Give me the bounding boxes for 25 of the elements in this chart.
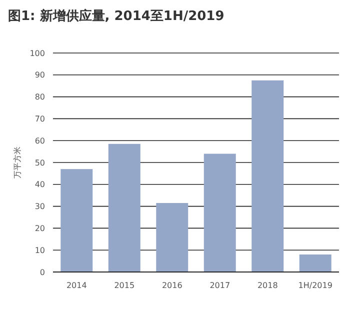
x-tick-label: 2015 <box>114 281 135 290</box>
y-tick-label: 10 <box>34 246 45 255</box>
y-tick-label: 0 <box>40 268 45 277</box>
bar <box>299 254 332 272</box>
y-tick-label: 100 <box>30 48 45 58</box>
bar <box>60 169 93 272</box>
y-tick-label: 60 <box>34 136 45 146</box>
x-tick-label: 2014 <box>66 281 87 290</box>
bar <box>156 203 188 272</box>
y-tick-label: 20 <box>34 224 45 233</box>
y-axis-title: 万平方米 <box>13 146 22 178</box>
y-tick-label: 90 <box>34 70 45 80</box>
x-tick-label: 1H/2019 <box>298 281 332 290</box>
y-tick-label: 40 <box>34 180 45 190</box>
chart-title: 图1: 新增供应量, 2014至1H/2019 <box>8 8 224 24</box>
x-tick-label: 2017 <box>210 281 230 290</box>
bar <box>108 144 140 272</box>
y-tick-label: 70 <box>34 114 45 124</box>
y-tick-label: 80 <box>34 92 45 102</box>
x-tick-label: 2018 <box>257 281 278 290</box>
y-tick-label: 30 <box>34 202 45 212</box>
y-tick-label: 50 <box>34 158 45 168</box>
x-tick-label: 2016 <box>162 281 182 290</box>
bar <box>252 80 284 272</box>
bar <box>204 154 236 272</box>
